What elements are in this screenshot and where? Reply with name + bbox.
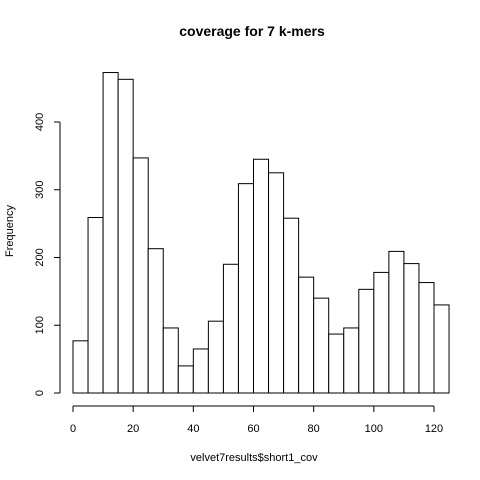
histogram-bar: [388, 250, 405, 394]
histogram-bar: [433, 304, 450, 394]
histogram-bar: [373, 271, 390, 394]
x-tick-label: 20: [127, 423, 139, 435]
histogram-bar: [268, 172, 285, 394]
histogram-bar: [343, 327, 360, 394]
y-tick-label: 100: [34, 316, 46, 334]
bars-group: [72, 72, 450, 394]
y-axis-label: Frequency: [4, 205, 16, 257]
x-tick-label: 40: [187, 423, 199, 435]
histogram-bar: [222, 263, 239, 394]
histogram-bar: [207, 320, 224, 394]
x-tick-label: 80: [308, 423, 320, 435]
histogram-bar: [253, 158, 270, 394]
histogram-bar: [298, 276, 315, 394]
y-axis: 0 100 200 300 400: [34, 113, 61, 396]
x-tick-label: 60: [247, 423, 259, 435]
x-tick-label: 0: [70, 423, 76, 435]
histogram-bar: [72, 340, 89, 394]
x-tick-label: 120: [425, 423, 443, 435]
y-tick-label: 200: [34, 248, 46, 266]
x-axis-label: velvet7results$short1_cov: [190, 452, 318, 464]
histogram-bar: [162, 327, 179, 394]
histogram-bar: [177, 365, 194, 394]
x-axis: 0 20 40 60 80 100 120: [70, 405, 443, 435]
histogram-bar: [418, 282, 435, 394]
y-tick-label: 400: [34, 113, 46, 131]
histogram-bar: [358, 288, 375, 394]
histogram-bar: [87, 217, 104, 394]
histogram-bar: [403, 263, 420, 394]
x-tick-label: 100: [365, 423, 383, 435]
histogram-bar: [237, 183, 254, 394]
chart-title: coverage for 7 k-mers: [179, 23, 325, 39]
histogram-bar: [192, 348, 209, 394]
histogram-bar: [283, 217, 300, 394]
y-tick-label: 0: [34, 390, 46, 396]
histogram-bar: [132, 157, 149, 394]
y-tick-label: 300: [34, 181, 46, 199]
histogram-bar: [328, 333, 345, 394]
histogram-bar: [102, 72, 119, 394]
histogram-bar: [147, 248, 164, 394]
histogram-bar: [313, 297, 330, 394]
histogram-bar: [117, 78, 134, 394]
